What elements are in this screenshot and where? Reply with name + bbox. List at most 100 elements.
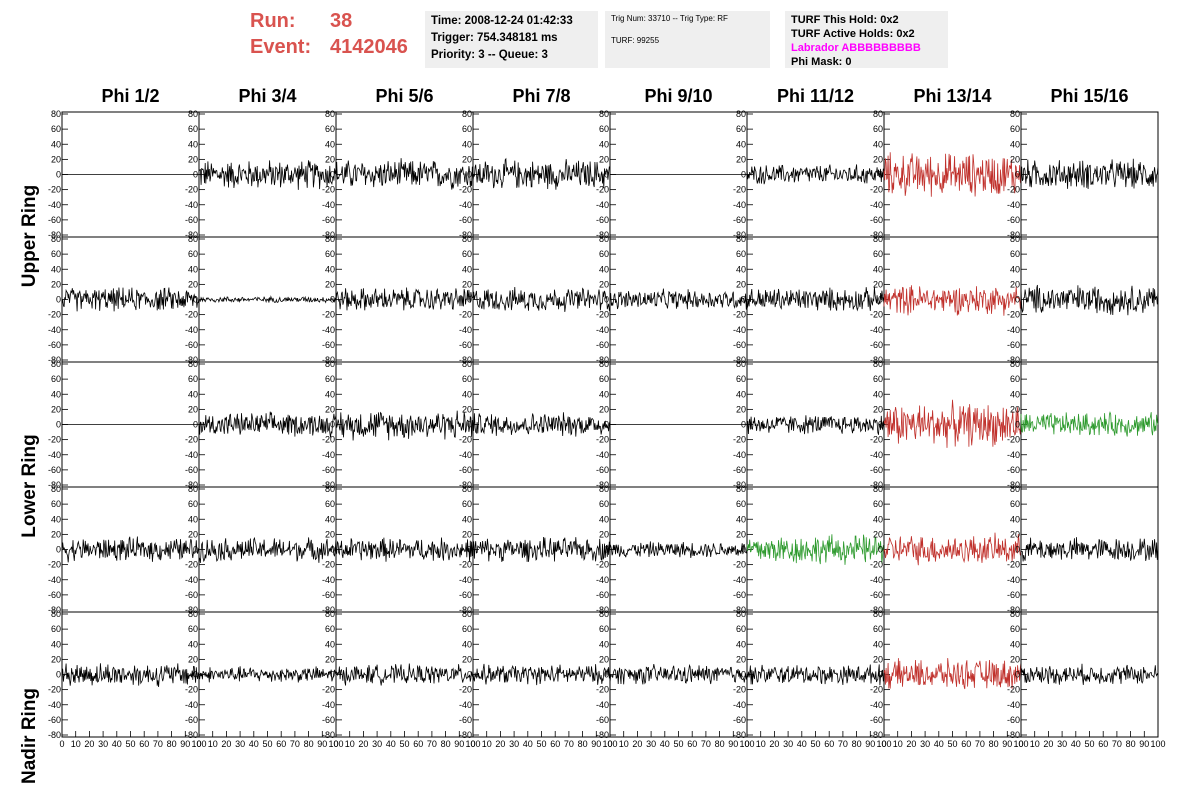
- y-tick-label: 60: [736, 374, 746, 384]
- y-tick-label: 20: [599, 654, 609, 664]
- y-tick-label: -40: [870, 575, 883, 585]
- y-tick-label: 20: [462, 529, 472, 539]
- x-tick-label: 80: [578, 739, 588, 749]
- y-tick-label: 40: [51, 639, 61, 649]
- y-tick-label: -20: [1007, 435, 1020, 445]
- waveform-trace: [1020, 284, 1159, 316]
- turf-info-box: TURF This Hold: 0x2 TURF Active Holds: 0…: [785, 11, 948, 68]
- y-tick-label: 0: [56, 295, 61, 305]
- x-tick-label: 60: [413, 739, 423, 749]
- y-tick-label: 20: [873, 654, 883, 664]
- x-tick-label: 20: [1043, 739, 1053, 749]
- y-tick-label: 0: [878, 545, 883, 555]
- y-tick-label: -20: [733, 560, 746, 570]
- y-tick-label: -40: [185, 200, 198, 210]
- y-tick-label: -40: [459, 450, 472, 460]
- x-tick-label: 70: [701, 739, 711, 749]
- x-tick-label: 50: [536, 739, 546, 749]
- y-tick-label: 80: [462, 359, 472, 369]
- y-tick-label: 80: [1010, 109, 1020, 119]
- y-tick-label: -60: [596, 340, 609, 350]
- y-tick-label: -20: [596, 435, 609, 445]
- waveform-trace: [335, 287, 474, 311]
- x-tick-label: 90: [317, 739, 327, 749]
- y-tick-label: 60: [325, 124, 335, 134]
- y-tick-label: 0: [56, 545, 61, 555]
- x-tick-label: 60: [276, 739, 286, 749]
- x-tick-label: 50: [947, 739, 957, 749]
- y-tick-label: -80: [733, 730, 746, 740]
- phi-column-header: Phi 11/12: [776, 86, 855, 106]
- y-tick-label: 0: [1015, 420, 1020, 430]
- y-tick-label: 60: [188, 374, 198, 384]
- y-tick-label: 0: [467, 420, 472, 430]
- y-tick-label: 0: [1015, 295, 1020, 305]
- phi-column-header: Phi 15/16: [1050, 86, 1129, 106]
- x-tick-label: 90: [728, 739, 738, 749]
- y-tick-label: -60: [459, 590, 472, 600]
- waveform-trace: [198, 160, 337, 190]
- y-tick-label: -40: [1007, 700, 1020, 710]
- y-tick-label: 20: [462, 654, 472, 664]
- y-tick-label: -20: [322, 685, 335, 695]
- waveform-trace: [883, 399, 1022, 448]
- y-tick-label: 20: [599, 404, 609, 414]
- x-tick-label: 10: [71, 739, 81, 749]
- waveform-trace: [883, 285, 1022, 316]
- x-tick-label: 0: [470, 739, 475, 749]
- y-tick-label: 20: [51, 279, 61, 289]
- y-tick-label: 40: [51, 514, 61, 524]
- y-tick-label: 60: [462, 249, 472, 259]
- turf-num-text: TURF: 99255: [611, 36, 660, 45]
- y-tick-label: -60: [322, 590, 335, 600]
- y-tick-label: 80: [1010, 484, 1020, 494]
- y-tick-label: -60: [596, 215, 609, 225]
- y-tick-label: 40: [599, 639, 609, 649]
- y-tick-label: 80: [51, 609, 61, 619]
- y-tick-label: 60: [51, 499, 61, 509]
- y-tick-label: 60: [188, 249, 198, 259]
- x-tick-label: 40: [797, 739, 807, 749]
- y-tick-label: -60: [596, 465, 609, 475]
- y-tick-label: 60: [462, 499, 472, 509]
- x-tick-label: 80: [852, 739, 862, 749]
- y-tick-label: 40: [462, 139, 472, 149]
- y-tick-label: 80: [325, 109, 335, 119]
- y-tick-label: 40: [462, 514, 472, 524]
- y-tick-label: 40: [736, 264, 746, 274]
- x-tick-label: 100: [465, 739, 480, 749]
- y-tick-label: 20: [599, 279, 609, 289]
- x-tick-label: 90: [454, 739, 464, 749]
- y-tick-label: 60: [1010, 249, 1020, 259]
- y-tick-label: 40: [462, 389, 472, 399]
- y-tick-label: 60: [873, 624, 883, 634]
- y-tick-label: 80: [1010, 234, 1020, 244]
- y-tick-label: -20: [48, 435, 61, 445]
- y-tick-label: 20: [188, 529, 198, 539]
- y-tick-label: 60: [325, 374, 335, 384]
- x-tick-label: 40: [523, 739, 533, 749]
- y-tick-label: 20: [873, 404, 883, 414]
- y-tick-label: -80: [322, 480, 335, 490]
- x-tick-label: 70: [564, 739, 574, 749]
- y-tick-label: -60: [322, 465, 335, 475]
- y-tick-label: -20: [459, 560, 472, 570]
- x-tick-label: 0: [196, 739, 201, 749]
- y-tick-label: -40: [596, 450, 609, 460]
- x-tick-label: 10: [893, 739, 903, 749]
- event-label: Event:: [250, 36, 312, 58]
- y-tick-label: 80: [51, 359, 61, 369]
- y-tick-label: -80: [185, 480, 198, 490]
- y-tick-label: 60: [1010, 374, 1020, 384]
- trig-info-box: Trig Num: 33710 -- Trig Type: RF TURF: 9…: [605, 11, 770, 68]
- x-tick-label: 80: [304, 739, 314, 749]
- x-tick-label: 90: [591, 739, 601, 749]
- y-tick-label: -40: [459, 325, 472, 335]
- y-tick-label: 0: [878, 420, 883, 430]
- panel-frame: [883, 361, 1022, 488]
- y-tick-label: 40: [51, 264, 61, 274]
- x-tick-label: 60: [824, 739, 834, 749]
- y-tick-label: 20: [462, 154, 472, 164]
- x-tick-label: 10: [619, 739, 629, 749]
- y-tick-label: 40: [1010, 639, 1020, 649]
